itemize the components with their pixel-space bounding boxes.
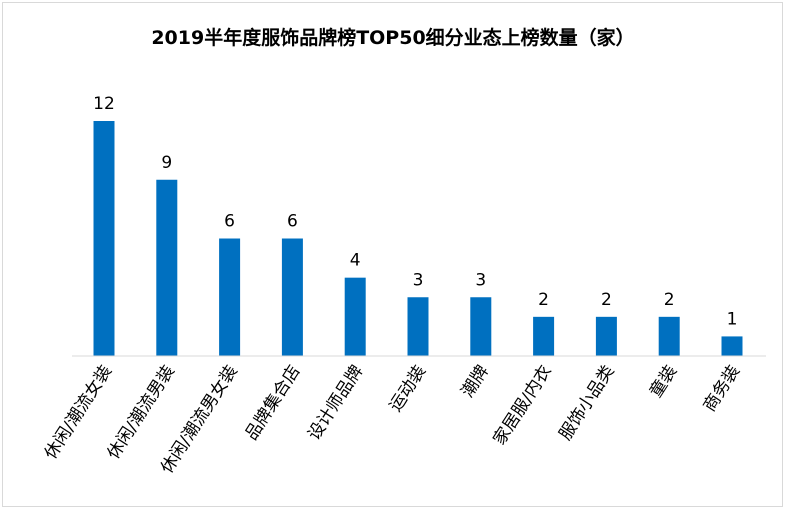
data-label: 2	[664, 290, 675, 310]
x-tick-label: 家居服/内衣	[490, 362, 556, 449]
bar	[344, 277, 366, 356]
data-label: 4	[350, 251, 361, 271]
data-label: 3	[475, 270, 486, 290]
x-tick-label: 运动装	[386, 362, 431, 416]
bar	[721, 336, 743, 356]
bar	[470, 297, 492, 356]
bar	[219, 238, 241, 356]
data-label: 1	[727, 309, 738, 329]
bar	[156, 179, 178, 356]
x-tick-label: 服饰小品类	[556, 362, 619, 444]
x-tick-label: 休闲/潮流男装	[104, 362, 179, 463]
data-label: 6	[287, 212, 298, 232]
bar	[658, 316, 680, 356]
bar	[93, 121, 115, 356]
x-tick-label: 休闲/潮流女装	[41, 362, 116, 463]
data-label: 2	[601, 290, 612, 310]
data-label: 3	[413, 270, 424, 290]
x-tick-label: 设计师品牌	[304, 362, 367, 444]
bar	[407, 297, 429, 356]
data-label: 2	[538, 290, 549, 310]
x-tick-label: 童装	[646, 362, 681, 401]
data-label: 9	[161, 153, 172, 173]
data-label: 6	[224, 212, 235, 232]
bar	[595, 316, 617, 356]
bar	[533, 316, 555, 356]
x-tick-label: 潮牌	[458, 362, 493, 401]
x-tick-label: 商务装	[700, 362, 745, 416]
chart-title: 2019半年度服饰品牌榜TOP50细分业态上榜数量（家）	[151, 26, 634, 49]
x-tick-label: 品牌集合店	[242, 362, 305, 444]
bar	[281, 238, 303, 356]
data-label: 12	[93, 94, 115, 114]
